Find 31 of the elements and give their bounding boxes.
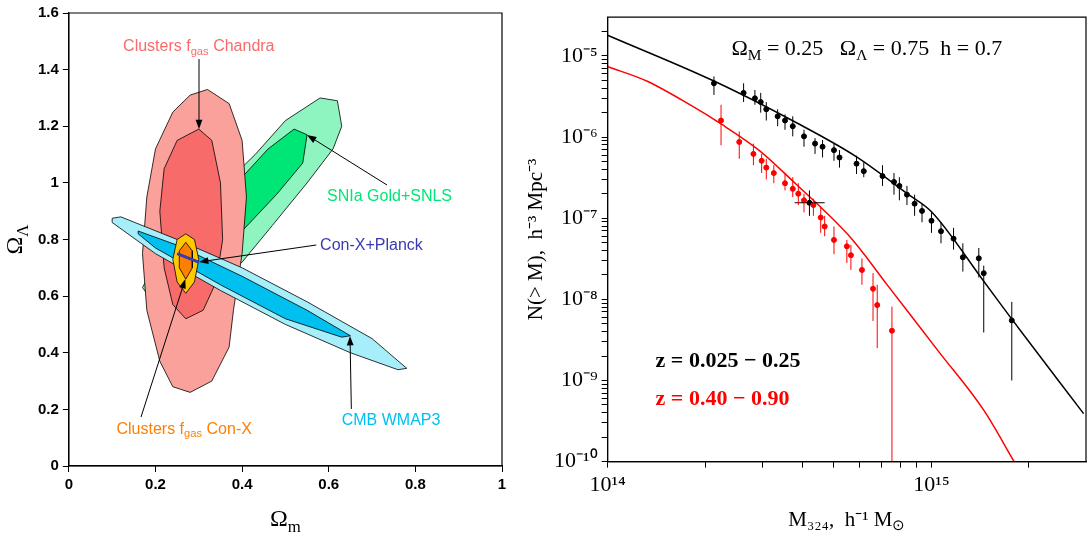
y-tick-label: 10⁻¹⁰: [553, 447, 598, 473]
y-tick-label: 1.4: [37, 59, 60, 77]
text: z = 0.025 − 0.25: [655, 347, 801, 373]
y-tick-label: 10⁻⁷: [560, 203, 598, 229]
y-tick-label: 1.6: [37, 3, 59, 21]
text: CMB WMAP3: [341, 411, 441, 429]
y-tick-label: 0.6: [37, 286, 59, 304]
y-tick-label: 1: [50, 173, 59, 191]
y-axis-title: ΩΛ: [1, 224, 32, 255]
y-tick-label: 0.2: [37, 399, 59, 417]
annotation: SNIa Gold+SNLS: [327, 187, 453, 205]
x-tick-label: 1: [497, 475, 507, 493]
x-tick-label: 0.6: [318, 475, 340, 493]
x-tick-label: 0: [64, 475, 74, 493]
y-axis-title: N(> M), h⁻³ Mpc⁻³: [522, 158, 547, 321]
text: Con-X+Planck: [320, 235, 424, 253]
y-tick-label: 0.4: [37, 342, 60, 360]
y-tick-label: 1.2: [37, 116, 59, 134]
x-tick-label: 0.2: [145, 475, 166, 493]
y-tick-label: 10⁻⁸: [560, 285, 598, 311]
x-tick-label: 0.4: [231, 475, 254, 493]
y-tick-label: 10⁻⁹: [560, 366, 598, 392]
y-tick-label: 10⁻⁵: [560, 41, 598, 67]
x-axis-title: M₃₂₄, h⁻¹ M⊙: [788, 506, 906, 534]
y-tick-label: 10⁻⁶: [560, 122, 598, 148]
y-tick-label: 0: [50, 456, 59, 474]
x-tick-label: 10¹⁴: [589, 470, 627, 496]
x-tick-label: 10¹⁵: [913, 470, 950, 496]
text: z = 0.40 − 0.90: [655, 385, 790, 411]
x-tick-label: 0.8: [404, 475, 426, 493]
y-tick-label: 0.8: [37, 229, 59, 247]
